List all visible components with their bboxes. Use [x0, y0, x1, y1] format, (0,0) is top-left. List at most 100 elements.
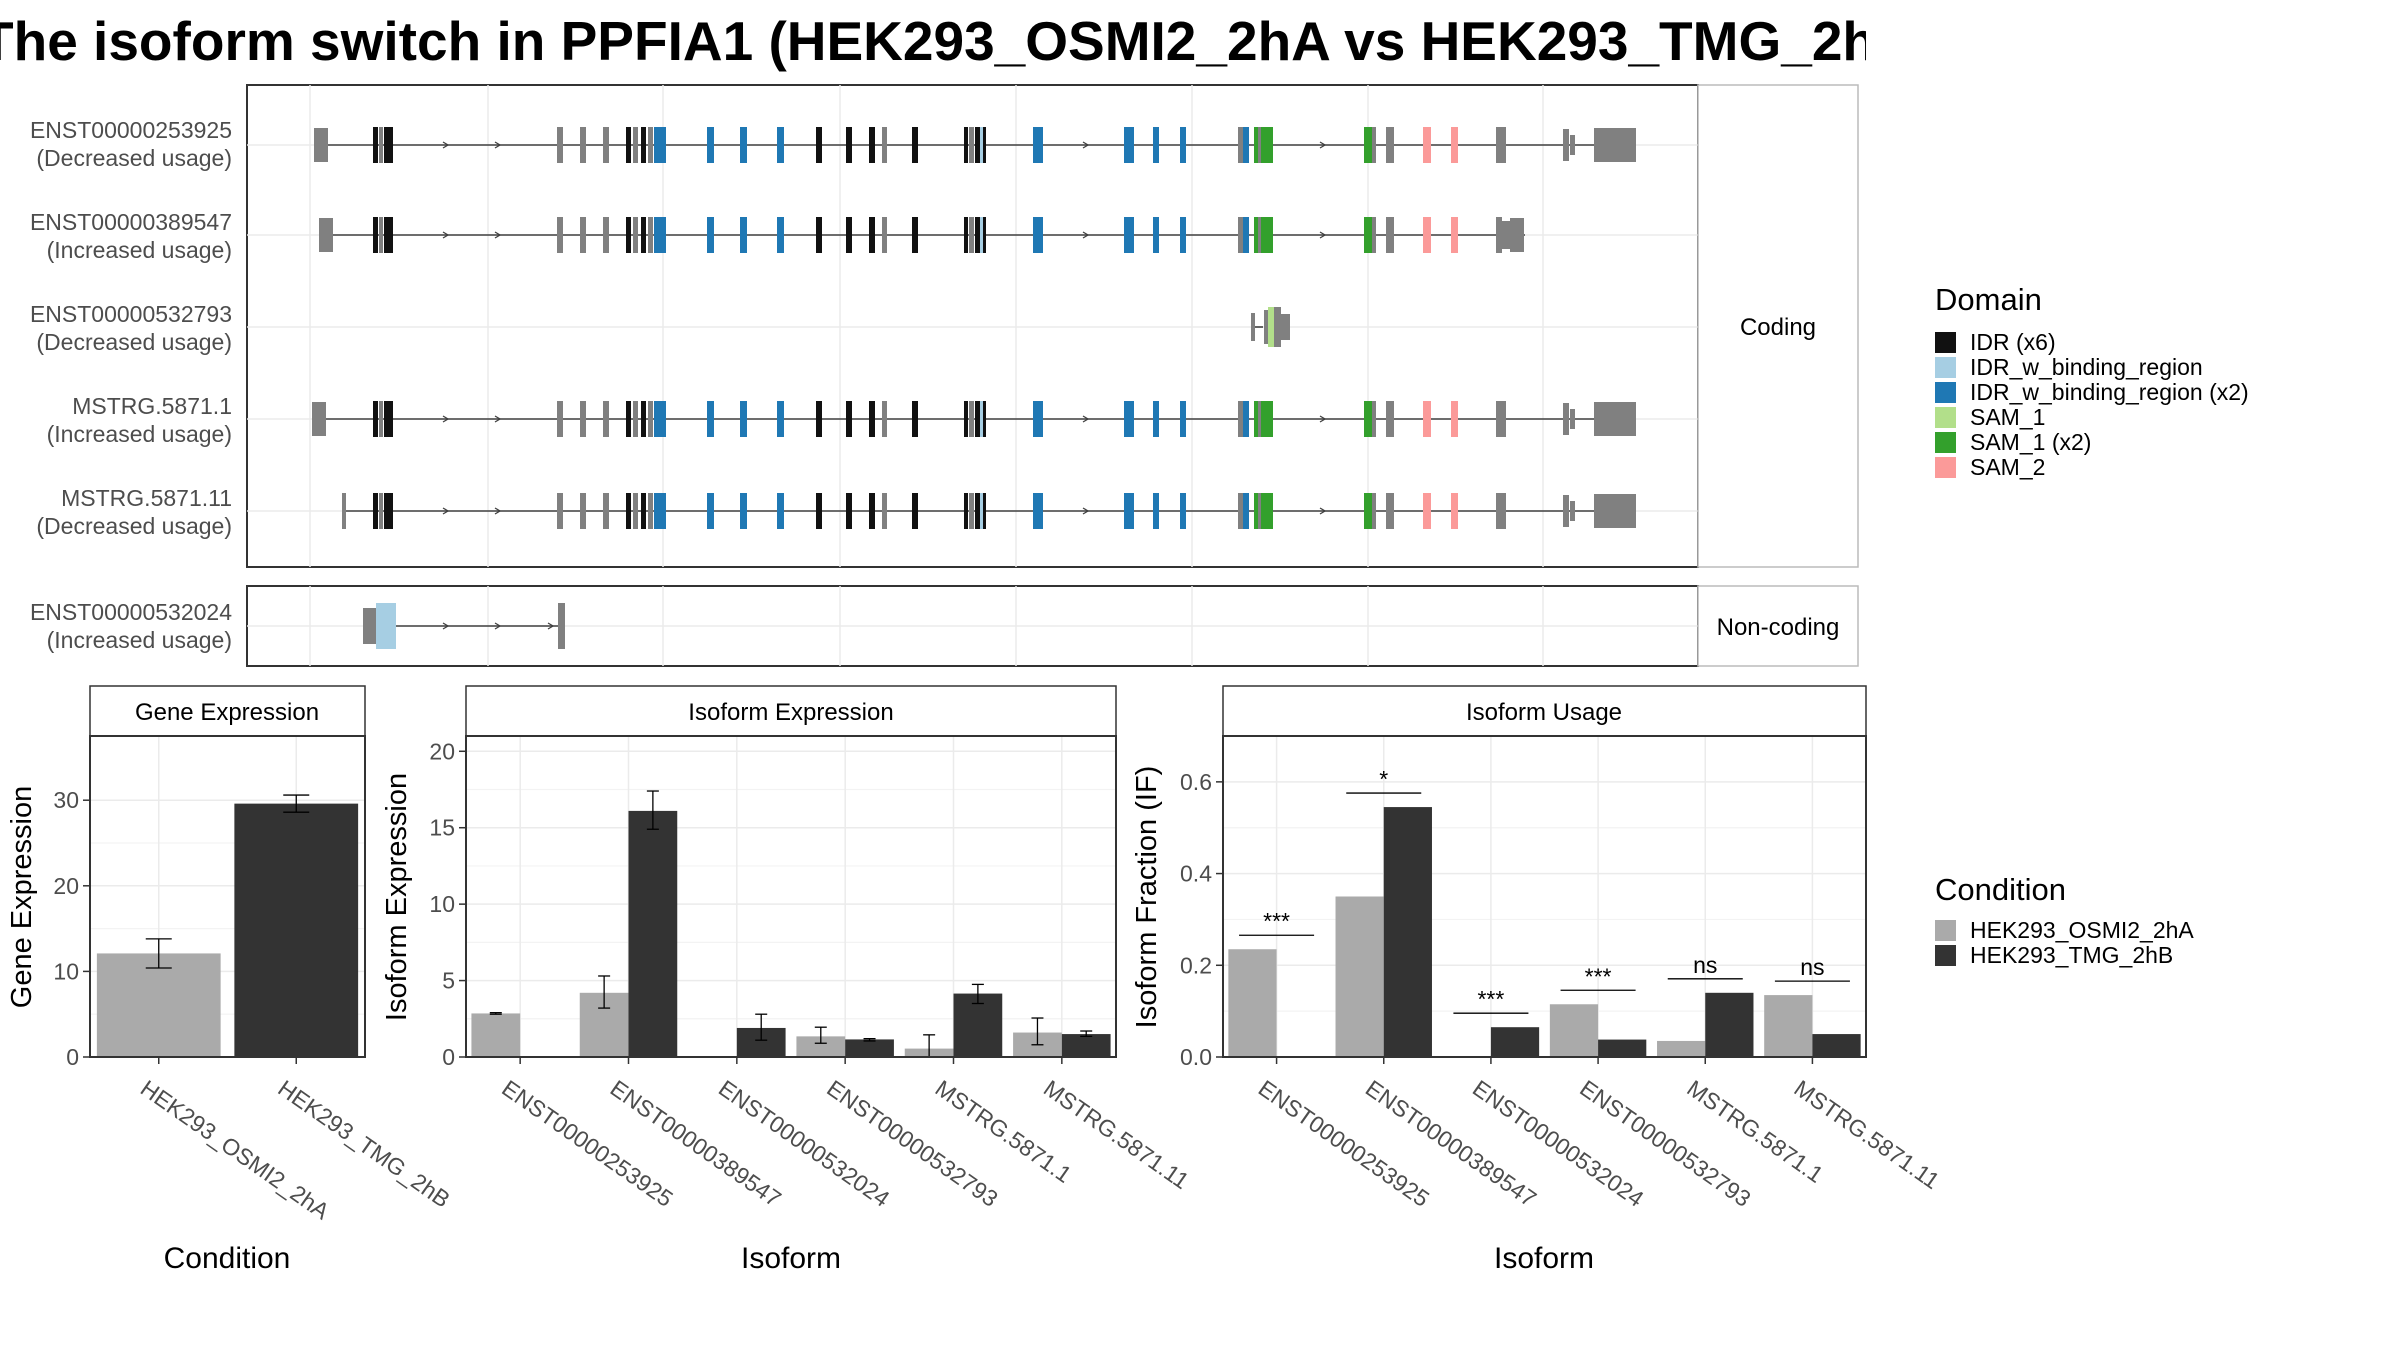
- x-tick-label: ENST00000532793: [1575, 1075, 1755, 1212]
- exon: [964, 217, 968, 253]
- exon: [1124, 217, 1134, 253]
- exon: [1594, 402, 1636, 436]
- legend-label: IDR_w_binding_region (x2): [1970, 379, 2249, 405]
- exon: [603, 217, 609, 253]
- exon: [1364, 217, 1372, 253]
- bar: [845, 1039, 894, 1057]
- strand-arrow: [442, 622, 450, 630]
- legend-label: HEK293_TMG_2hB: [1970, 942, 2173, 968]
- exon: [641, 493, 646, 529]
- exon: [846, 493, 852, 529]
- exon: [1372, 401, 1376, 437]
- strand-arrow: [494, 415, 502, 423]
- chart-strip: [89, 685, 366, 737]
- exon: [648, 401, 653, 437]
- exon: [1451, 493, 1458, 529]
- bar: [1549, 1004, 1599, 1057]
- exon: [1594, 494, 1636, 528]
- exon: [654, 127, 666, 163]
- exon: [1594, 128, 1636, 162]
- exon: [983, 493, 986, 529]
- transcript-track: [319, 217, 1525, 253]
- domain-legend: Domain IDR (x6)IDR_w_binding_regionIDR_w…: [1935, 282, 2249, 480]
- exon: [379, 401, 383, 437]
- isoform-usage-chart: Isoform Usage ********** ns ns0.00.20.40.6…: [1131, 685, 1944, 1275]
- plot-background: [1223, 736, 1866, 1057]
- noncoding-strip: [1697, 585, 1859, 667]
- exon: [1153, 127, 1159, 163]
- exon: [314, 128, 328, 162]
- chart-strip-label: Isoform Expression: [688, 699, 893, 726]
- strand-arrow: [442, 507, 450, 515]
- strand-arrow: [547, 622, 555, 630]
- coding-strip-label: Coding: [1740, 314, 1816, 341]
- exon: [1124, 493, 1134, 529]
- exon: [869, 217, 875, 253]
- bar: [471, 1013, 521, 1057]
- exon: [373, 127, 378, 163]
- exon: [816, 217, 822, 253]
- significance-label: *: [1379, 766, 1388, 792]
- exon: [1261, 217, 1273, 253]
- exon: [707, 493, 714, 529]
- x-tick-label: ENST00000532024: [1468, 1075, 1649, 1212]
- exon: [373, 401, 378, 437]
- exon: [580, 127, 586, 163]
- y-tick-label: 20: [53, 873, 79, 899]
- bar: [234, 803, 359, 1057]
- significance-label: ns: [1693, 952, 1717, 978]
- exon: [1258, 127, 1261, 163]
- plot-background: [466, 736, 1116, 1057]
- exon: [1258, 217, 1261, 253]
- exon: [384, 127, 393, 163]
- exon: [312, 402, 326, 436]
- exon: [869, 401, 875, 437]
- plot-title: The isoform switch in PPFIA1 (HEK293_OSM…: [0, 10, 1866, 72]
- x-tick-label: ENST00000389547: [1361, 1075, 1541, 1212]
- exon: [969, 217, 974, 253]
- exon: [633, 217, 638, 253]
- exon: [1238, 493, 1243, 529]
- exon: [964, 493, 968, 529]
- transcript-id-label: ENST00000532024: [30, 599, 232, 625]
- chart-strip: [1222, 685, 1867, 737]
- exon: [1153, 493, 1159, 529]
- exon: [1033, 401, 1043, 437]
- y-tick-label: 30: [53, 787, 79, 813]
- exon: [1180, 217, 1186, 253]
- exon: [846, 217, 852, 253]
- exon: [1254, 493, 1258, 529]
- exon: [384, 401, 393, 437]
- exon: [740, 493, 747, 529]
- y-axis-title: Gene Expression: [6, 786, 38, 1008]
- exon: [1364, 401, 1372, 437]
- strand-arrow: [1082, 415, 1090, 423]
- bar: [1061, 1034, 1111, 1057]
- legend-label: SAM_1: [1970, 404, 2045, 430]
- exon: [641, 217, 646, 253]
- strand-arrow: [494, 141, 502, 149]
- strand-arrow: [1082, 231, 1090, 239]
- exon: [1243, 217, 1249, 253]
- exon: [379, 493, 383, 529]
- gene-expression-chart: Gene Expression 0102030HEK293_OSMI2_2hAH…: [6, 685, 455, 1275]
- legend-label: HEK293_OSMI2_2hA: [1970, 917, 2194, 943]
- strand-arrow: [1319, 231, 1327, 239]
- strand-arrow: [494, 231, 502, 239]
- y-tick-label: 0: [442, 1044, 455, 1070]
- exon: [558, 603, 565, 649]
- exon: [1274, 307, 1281, 347]
- exon: [1496, 493, 1506, 529]
- exon: [983, 127, 986, 163]
- exon: [777, 127, 784, 163]
- exon: [1496, 217, 1502, 253]
- exon: [603, 127, 609, 163]
- exon: [633, 493, 638, 529]
- exon: [384, 493, 393, 529]
- exon: [1570, 409, 1575, 429]
- exon: [1243, 127, 1249, 163]
- strand-arrow: [1082, 507, 1090, 515]
- significance-label: ***: [1263, 908, 1290, 934]
- exon: [633, 127, 638, 163]
- exon: [626, 127, 631, 163]
